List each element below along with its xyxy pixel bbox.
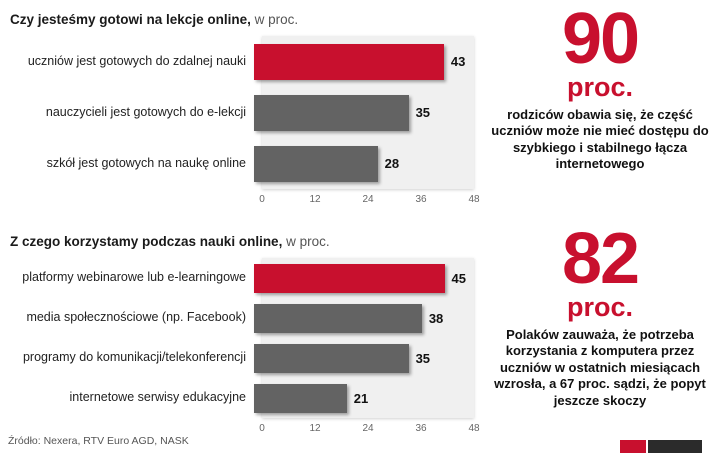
bar-track: 45 <box>254 263 466 293</box>
x-axis: 0 12 24 36 48 <box>259 194 479 210</box>
bar-track: 35 <box>254 343 466 373</box>
value-label: 45 <box>451 270 466 286</box>
chart-online-readiness: Czy jesteśmy gotowi na lekcje online, w … <box>10 12 480 210</box>
x-axis: 0 12 24 36 48 <box>259 423 479 439</box>
bar-row: platformy webinarowe lub e-learningowe 4… <box>10 258 478 298</box>
bar-track: 38 <box>254 303 466 333</box>
category-label: internetowe serwisy edukacyjne <box>69 390 246 405</box>
bar <box>254 343 409 373</box>
chart-title-unit: w proc. <box>282 234 330 249</box>
bar-row: programy do komunikacji/telekonferencji … <box>10 338 478 378</box>
bar-track: 28 <box>254 145 466 182</box>
chart-plot: uczniów jest gotowych do zdalnej nauki 4… <box>10 36 478 189</box>
bar-track: 21 <box>254 383 466 413</box>
value-label: 21 <box>353 390 369 406</box>
x-tick: 24 <box>362 423 374 434</box>
value-label: 43 <box>450 54 466 69</box>
stat-text: Polaków zauważa, że potrzeba korzystania… <box>494 326 706 409</box>
x-tick: 36 <box>415 423 427 434</box>
stat-unit: proc. <box>566 72 633 103</box>
chart-plot: platformy webinarowe lub e-learningowe 4… <box>10 258 478 418</box>
stat-text: rodziców obawia się, że część uczniów mo… <box>491 106 709 172</box>
publisher-logo-wordmark <box>648 440 702 453</box>
x-tick: 24 <box>362 194 374 205</box>
bar-row: uczniów jest gotowych do zdalnej nauki 4… <box>10 36 478 87</box>
chart-title-main: Z czego korzystamy podczas nauki online, <box>10 234 283 249</box>
chart-online-tools: Z czego korzystamy podczas nauki online,… <box>10 234 480 439</box>
category-label: programy do komunikacji/telekonferencji <box>22 350 246 365</box>
x-tick: 0 <box>259 194 265 205</box>
publisher-logo-red-mark <box>620 440 646 453</box>
bar <box>254 303 422 333</box>
bar <box>254 145 378 182</box>
x-tick: 48 <box>468 423 480 434</box>
bar-track: 35 <box>254 94 466 131</box>
stat-block-internet-access: 90 proc. rodziców obawia się, że część u… <box>486 0 714 173</box>
x-tick: 0 <box>259 423 265 434</box>
chart-title-main: Czy jesteśmy gotowi na lekcje online, <box>10 12 251 27</box>
bar <box>254 43 444 80</box>
chart-title: Z czego korzystamy podczas nauki online,… <box>10 234 478 249</box>
bar-row: nauczycieli jest gotowych do e-lekcji 35 <box>10 87 478 138</box>
bar <box>254 263 445 293</box>
bar-track: 43 <box>254 43 466 80</box>
category-label: platformy webinarowe lub e-learningowe <box>22 270 246 285</box>
source-note: Źródło: Nexera, RTV Euro AGD, NASK <box>8 435 189 447</box>
stat-number: 90 <box>561 0 640 79</box>
bar-row: szkół jest gotowych na naukę online 28 <box>10 138 478 189</box>
value-label: 38 <box>428 310 444 326</box>
chart-title: Czy jesteśmy gotowi na lekcje online, w … <box>10 12 478 27</box>
x-tick: 12 <box>309 194 321 205</box>
category-label: nauczycieli jest gotowych do e-lekcji <box>45 104 246 119</box>
publisher-logo <box>620 440 702 453</box>
stat-number: 82 <box>561 219 640 299</box>
category-label: media społecznościowe (np. Facebook) <box>26 310 246 325</box>
bar-row: media społecznościowe (np. Facebook) 38 <box>10 298 478 338</box>
value-label: 35 <box>415 105 431 120</box>
chart-title-unit: w proc. <box>250 12 299 27</box>
value-label: 28 <box>384 156 400 171</box>
bar <box>254 94 409 131</box>
stat-block-computer-need: 82 proc. Polaków zauważa, że potrzeba ko… <box>486 219 714 410</box>
value-label: 35 <box>415 350 431 366</box>
x-tick: 36 <box>415 194 427 205</box>
bar <box>254 383 347 413</box>
bar-row: internetowe serwisy edukacyjne 21 <box>10 378 478 418</box>
category-label: uczniów jest gotowych do zdalnej nauki <box>27 53 246 68</box>
category-label: szkół jest gotowych na naukę online <box>46 155 246 170</box>
x-tick: 48 <box>468 194 480 205</box>
x-tick: 12 <box>309 423 321 434</box>
stat-unit: proc. <box>566 292 633 323</box>
